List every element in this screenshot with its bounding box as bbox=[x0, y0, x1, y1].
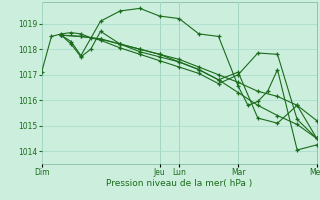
X-axis label: Pression niveau de la mer( hPa ): Pression niveau de la mer( hPa ) bbox=[106, 179, 252, 188]
